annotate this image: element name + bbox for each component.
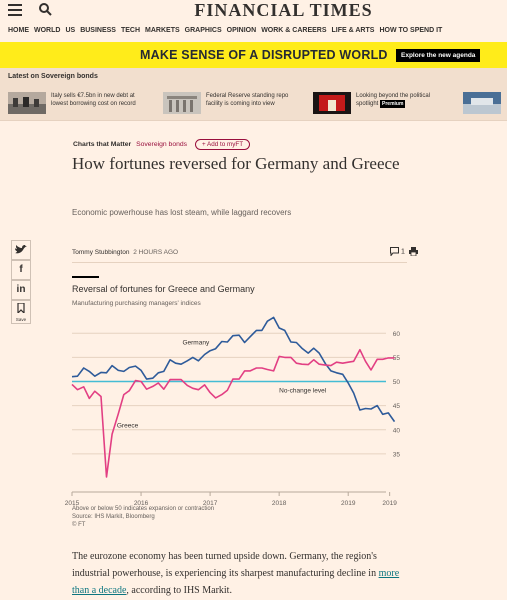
x-tick-label: 2017: [203, 500, 218, 507]
x-tick-label: 2019: [382, 500, 397, 507]
chart-source: Source: IHS Markit, Bloomberg: [72, 514, 155, 520]
story-headline: Federal Reserve standing repo facility i…: [206, 93, 289, 107]
twitter-share-button[interactable]: [11, 240, 31, 260]
nav-item[interactable]: BUSINESS: [80, 27, 116, 34]
premium-badge: Premium: [380, 100, 406, 108]
main-nav: HOME WORLD US BUSINESS TECH MARKETS GRAPHICS OP…: [8, 27, 447, 34]
save-label: Save: [15, 317, 27, 322]
y-tick-label: 50: [393, 379, 401, 386]
linkedin-share-button[interactable]: in: [11, 280, 31, 300]
latest-story-3[interactable]: Looking beyond the political spotlight P…: [313, 92, 446, 114]
x-tick-label: 2015: [65, 500, 80, 507]
search-icon[interactable]: [38, 2, 52, 16]
nav-item[interactable]: TECH: [120, 27, 141, 34]
series-line-greece: [71, 348, 395, 478]
top-bar: FINANCIAL TIMES: [0, 0, 507, 20]
nav-item[interactable]: WORLD: [34, 27, 61, 34]
x-tick-label: 2018: [272, 500, 287, 507]
y-tick-label: 35: [393, 451, 401, 458]
latest-story-1[interactable]: Italy sells €7.5bn in new debt at lowest…: [8, 92, 141, 114]
chart-title: Reversal of fortunes for Greece and Germ…: [72, 284, 255, 294]
story-headline: Looking beyond the political spotlight P…: [356, 93, 431, 108]
reference-label: No-change level: [279, 388, 327, 395]
print-icon[interactable]: [408, 247, 418, 257]
series-label-greece: Greece: [117, 422, 139, 429]
story-thumbnail: [163, 92, 201, 114]
facebook-share-button[interactable]: f: [11, 260, 31, 280]
nav-item[interactable]: HOW TO SPEND IT: [379, 27, 443, 34]
article-meta: Charts that Matter Sovereign bonds + Add…: [73, 139, 251, 150]
y-tick-label: 60: [393, 331, 401, 338]
nav-item[interactable]: OPINION: [226, 27, 257, 34]
masthead[interactable]: FINANCIAL TIMES: [194, 0, 373, 20]
body-link[interactable]: more than a decade: [72, 568, 400, 596]
headline: How fortunes reversed for Germany and Gr…: [72, 154, 400, 173]
nav-item[interactable]: WORK & CAREERS: [261, 27, 327, 34]
x-tick-label: 2016: [134, 500, 149, 507]
chart-subtitle: Manufacturing purchasing managers' indic…: [72, 300, 201, 307]
story-thumbnail: [8, 92, 46, 114]
standfirst: Economic powerhouse has lost steam, whil…: [72, 208, 292, 217]
series-label-germany: Germany: [182, 339, 209, 346]
byline: Tommy Stubbington 2 HOURS AGO: [72, 249, 178, 256]
comment-icon[interactable]: [390, 247, 399, 257]
hamburger-icon[interactable]: [8, 4, 22, 16]
chart-footnote: Above or below 50 indicates expansion or…: [72, 506, 215, 512]
series-line-germany: [71, 316, 396, 423]
nav-item[interactable]: HOME: [8, 27, 29, 34]
x-tick-label: 2019: [341, 500, 356, 507]
y-tick-label: 45: [393, 403, 401, 410]
nav-item[interactable]: US: [65, 27, 76, 34]
chart: Reversal of fortunes for Greece and Germ…: [64, 272, 416, 529]
chart-rule: [72, 276, 99, 278]
save-button[interactable]: Save: [11, 300, 31, 324]
nav-item[interactable]: LIFE & ARTS: [331, 27, 375, 34]
promo-text: MAKE SENSE OF A DISRUPTED WORLD: [140, 48, 388, 62]
y-tick-label: 55: [393, 355, 401, 362]
comment-count[interactable]: 1: [400, 248, 405, 256]
nav-item[interactable]: MARKETS: [145, 27, 180, 34]
divider: [72, 262, 407, 263]
article: Charts that Matter Sovereign bonds + Add…: [0, 121, 507, 600]
story-headline: Italy sells €7.5bn in new debt at lowest…: [51, 93, 136, 107]
author-link[interactable]: Tommy Stubbington: [72, 249, 130, 256]
article-body: The eurozone economy has been turned ups…: [72, 551, 400, 596]
promo-banner: MAKE SENSE OF A DISRUPTED WORLD Explore …: [0, 42, 507, 68]
timestamp: 2 HOURS AGO: [133, 249, 179, 256]
chart-credit: © FT: [72, 522, 86, 528]
twitter-icon: [15, 245, 27, 254]
topic-link[interactable]: Sovereign bonds: [136, 141, 188, 148]
add-to-myft-button[interactable]: + Add to myFT: [194, 139, 251, 150]
series-link[interactable]: Charts that Matter: [73, 141, 132, 148]
latest-story-2[interactable]: Federal Reserve standing repo facility i…: [163, 92, 296, 114]
linkedin-icon: in: [16, 284, 26, 295]
story-thumbnail: [313, 92, 351, 114]
latest-title: Latest on Sovereign bonds: [8, 73, 98, 80]
explore-agenda-button[interactable]: Explore the new agenda: [396, 49, 481, 62]
facebook-icon: f: [19, 264, 23, 275]
latest-stories-bar: Latest on Sovereign bonds Italy sells €7…: [0, 68, 507, 121]
bookmark-icon: [17, 302, 25, 315]
story-thumbnail: [463, 92, 501, 114]
article-tools: 1: [390, 247, 418, 257]
y-tick-label: 40: [393, 427, 401, 434]
nav-item[interactable]: GRAPHICS: [184, 27, 222, 34]
chart-plot: 35 40 45 50 55 60 2015 2016 2017 2018 2019 2019 No-c…: [65, 316, 401, 507]
latest-story-4[interactable]: [463, 92, 507, 114]
